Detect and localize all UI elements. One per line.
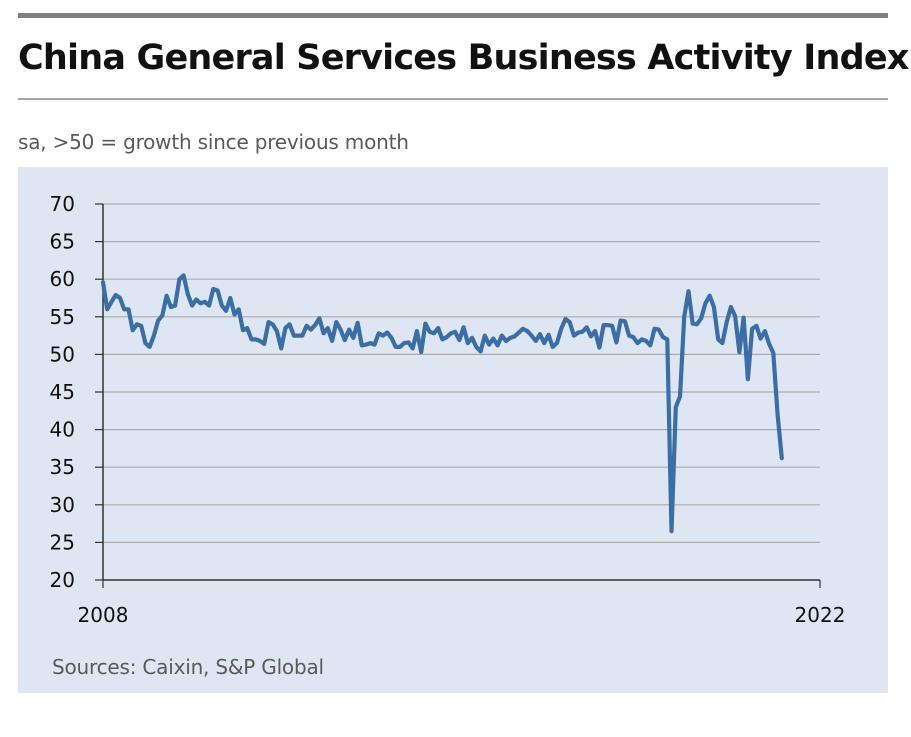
y-tick-label: 60 bbox=[50, 267, 75, 291]
y-tick-label: 50 bbox=[50, 342, 75, 366]
source-note: Sources: Caixin, S&P Global bbox=[52, 655, 324, 679]
x-tick-label: 2022 bbox=[795, 603, 846, 627]
y-tick-label: 20 bbox=[50, 568, 75, 592]
y-tick-label: 70 bbox=[50, 192, 75, 216]
y-tick-label: 55 bbox=[50, 305, 75, 329]
chart-title: China General Services Business Activity… bbox=[18, 38, 909, 78]
y-tick-label: 35 bbox=[50, 455, 75, 479]
x-tick-label: 2008 bbox=[78, 603, 129, 627]
title-rule bbox=[18, 98, 888, 100]
y-tick-label: 25 bbox=[50, 530, 75, 554]
y-tick-label: 45 bbox=[50, 380, 75, 404]
y-tick-label: 40 bbox=[50, 418, 75, 442]
y-tick-label: 65 bbox=[50, 230, 75, 254]
y-tick-label: 30 bbox=[50, 493, 75, 517]
series-line bbox=[100, 273, 784, 534]
chart-subtitle: sa, >50 = growth since previous month bbox=[18, 130, 409, 154]
top-rule bbox=[18, 13, 888, 18]
